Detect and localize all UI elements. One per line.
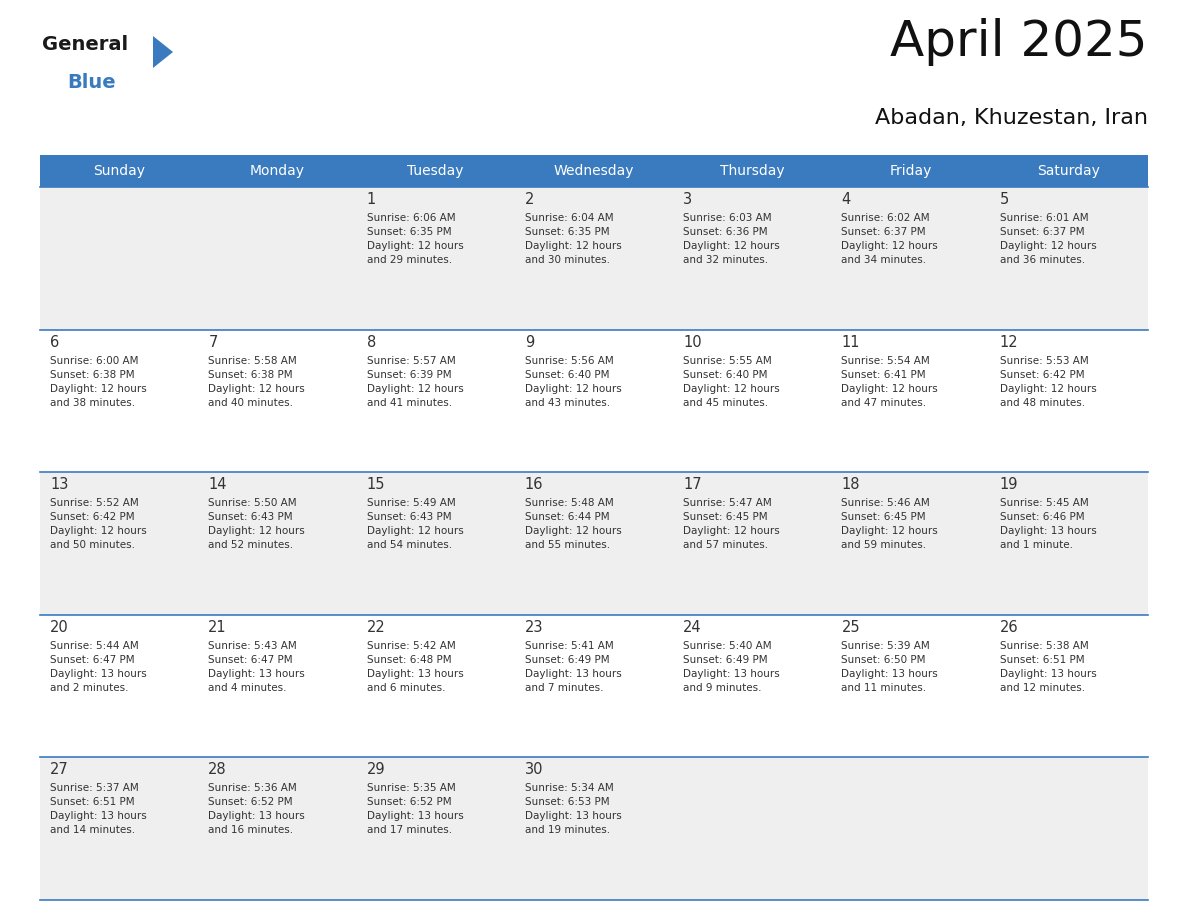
Text: 25: 25: [841, 620, 860, 635]
Text: 10: 10: [683, 334, 702, 350]
Text: Sunday: Sunday: [93, 164, 145, 178]
Text: Sunrise: 5:55 AM
Sunset: 6:40 PM
Daylight: 12 hours
and 45 minutes.: Sunrise: 5:55 AM Sunset: 6:40 PM Dayligh…: [683, 355, 779, 408]
Text: Sunrise: 5:50 AM
Sunset: 6:43 PM
Daylight: 12 hours
and 52 minutes.: Sunrise: 5:50 AM Sunset: 6:43 PM Dayligh…: [208, 498, 305, 550]
Text: 12: 12: [1000, 334, 1018, 350]
Text: Monday: Monday: [249, 164, 305, 178]
Bar: [40, 757, 1148, 900]
Text: Abadan, Khuzestan, Iran: Abadan, Khuzestan, Iran: [876, 108, 1148, 128]
Text: Sunrise: 5:58 AM
Sunset: 6:38 PM
Daylight: 12 hours
and 40 minutes.: Sunrise: 5:58 AM Sunset: 6:38 PM Dayligh…: [208, 355, 305, 408]
Text: 9: 9: [525, 334, 535, 350]
Text: 15: 15: [367, 477, 385, 492]
Text: 3: 3: [683, 192, 693, 207]
Text: Sunrise: 5:46 AM
Sunset: 6:45 PM
Daylight: 12 hours
and 59 minutes.: Sunrise: 5:46 AM Sunset: 6:45 PM Dayligh…: [841, 498, 939, 550]
Bar: [40, 187, 1148, 330]
Text: Sunrise: 5:42 AM
Sunset: 6:48 PM
Daylight: 13 hours
and 6 minutes.: Sunrise: 5:42 AM Sunset: 6:48 PM Dayligh…: [367, 641, 463, 693]
Text: 4: 4: [841, 192, 851, 207]
Text: 19: 19: [1000, 477, 1018, 492]
Bar: [40, 155, 1148, 187]
Text: 26: 26: [1000, 620, 1018, 635]
Text: 21: 21: [208, 620, 227, 635]
Bar: [40, 615, 1148, 757]
Text: Sunrise: 5:54 AM
Sunset: 6:41 PM
Daylight: 12 hours
and 47 minutes.: Sunrise: 5:54 AM Sunset: 6:41 PM Dayligh…: [841, 355, 939, 408]
Text: 16: 16: [525, 477, 543, 492]
Text: 13: 13: [50, 477, 69, 492]
Text: Sunrise: 5:36 AM
Sunset: 6:52 PM
Daylight: 13 hours
and 16 minutes.: Sunrise: 5:36 AM Sunset: 6:52 PM Dayligh…: [208, 783, 305, 835]
Text: 5: 5: [1000, 192, 1009, 207]
Text: April 2025: April 2025: [891, 18, 1148, 66]
Text: Sunrise: 6:00 AM
Sunset: 6:38 PM
Daylight: 12 hours
and 38 minutes.: Sunrise: 6:00 AM Sunset: 6:38 PM Dayligh…: [50, 355, 147, 408]
Text: Sunrise: 5:49 AM
Sunset: 6:43 PM
Daylight: 12 hours
and 54 minutes.: Sunrise: 5:49 AM Sunset: 6:43 PM Dayligh…: [367, 498, 463, 550]
Text: Saturday: Saturday: [1037, 164, 1100, 178]
Text: Sunrise: 5:35 AM
Sunset: 6:52 PM
Daylight: 13 hours
and 17 minutes.: Sunrise: 5:35 AM Sunset: 6:52 PM Dayligh…: [367, 783, 463, 835]
Text: Friday: Friday: [890, 164, 931, 178]
Text: Sunrise: 6:04 AM
Sunset: 6:35 PM
Daylight: 12 hours
and 30 minutes.: Sunrise: 6:04 AM Sunset: 6:35 PM Dayligh…: [525, 213, 621, 265]
Text: 7: 7: [208, 334, 217, 350]
Text: 20: 20: [50, 620, 69, 635]
Polygon shape: [153, 36, 173, 68]
Text: Sunrise: 5:56 AM
Sunset: 6:40 PM
Daylight: 12 hours
and 43 minutes.: Sunrise: 5:56 AM Sunset: 6:40 PM Dayligh…: [525, 355, 621, 408]
Text: 1: 1: [367, 192, 375, 207]
Text: Sunrise: 5:37 AM
Sunset: 6:51 PM
Daylight: 13 hours
and 14 minutes.: Sunrise: 5:37 AM Sunset: 6:51 PM Dayligh…: [50, 783, 147, 835]
Text: Sunrise: 6:06 AM
Sunset: 6:35 PM
Daylight: 12 hours
and 29 minutes.: Sunrise: 6:06 AM Sunset: 6:35 PM Dayligh…: [367, 213, 463, 265]
Text: 24: 24: [683, 620, 702, 635]
Text: Sunrise: 6:02 AM
Sunset: 6:37 PM
Daylight: 12 hours
and 34 minutes.: Sunrise: 6:02 AM Sunset: 6:37 PM Dayligh…: [841, 213, 939, 265]
Text: Sunrise: 5:40 AM
Sunset: 6:49 PM
Daylight: 13 hours
and 9 minutes.: Sunrise: 5:40 AM Sunset: 6:49 PM Dayligh…: [683, 641, 779, 693]
Text: 2: 2: [525, 192, 535, 207]
Text: Thursday: Thursday: [720, 164, 784, 178]
Text: Sunrise: 6:03 AM
Sunset: 6:36 PM
Daylight: 12 hours
and 32 minutes.: Sunrise: 6:03 AM Sunset: 6:36 PM Dayligh…: [683, 213, 779, 265]
Text: Sunrise: 5:53 AM
Sunset: 6:42 PM
Daylight: 12 hours
and 48 minutes.: Sunrise: 5:53 AM Sunset: 6:42 PM Dayligh…: [1000, 355, 1097, 408]
Text: 22: 22: [367, 620, 385, 635]
Text: Sunrise: 5:47 AM
Sunset: 6:45 PM
Daylight: 12 hours
and 57 minutes.: Sunrise: 5:47 AM Sunset: 6:45 PM Dayligh…: [683, 498, 779, 550]
Text: Sunrise: 5:52 AM
Sunset: 6:42 PM
Daylight: 12 hours
and 50 minutes.: Sunrise: 5:52 AM Sunset: 6:42 PM Dayligh…: [50, 498, 147, 550]
Text: 11: 11: [841, 334, 860, 350]
Text: Sunrise: 5:34 AM
Sunset: 6:53 PM
Daylight: 13 hours
and 19 minutes.: Sunrise: 5:34 AM Sunset: 6:53 PM Dayligh…: [525, 783, 621, 835]
Text: 17: 17: [683, 477, 702, 492]
Text: Sunrise: 5:41 AM
Sunset: 6:49 PM
Daylight: 13 hours
and 7 minutes.: Sunrise: 5:41 AM Sunset: 6:49 PM Dayligh…: [525, 641, 621, 693]
Text: Sunrise: 5:38 AM
Sunset: 6:51 PM
Daylight: 13 hours
and 12 minutes.: Sunrise: 5:38 AM Sunset: 6:51 PM Dayligh…: [1000, 641, 1097, 693]
Bar: [40, 472, 1148, 615]
Text: Tuesday: Tuesday: [407, 164, 465, 178]
Text: Sunrise: 5:43 AM
Sunset: 6:47 PM
Daylight: 13 hours
and 4 minutes.: Sunrise: 5:43 AM Sunset: 6:47 PM Dayligh…: [208, 641, 305, 693]
Text: 14: 14: [208, 477, 227, 492]
Text: General: General: [42, 35, 128, 54]
Bar: [40, 330, 1148, 472]
Text: Sunrise: 6:01 AM
Sunset: 6:37 PM
Daylight: 12 hours
and 36 minutes.: Sunrise: 6:01 AM Sunset: 6:37 PM Dayligh…: [1000, 213, 1097, 265]
Text: Wednesday: Wednesday: [554, 164, 634, 178]
Text: 8: 8: [367, 334, 375, 350]
Text: 6: 6: [50, 334, 59, 350]
Text: Sunrise: 5:48 AM
Sunset: 6:44 PM
Daylight: 12 hours
and 55 minutes.: Sunrise: 5:48 AM Sunset: 6:44 PM Dayligh…: [525, 498, 621, 550]
Text: Sunrise: 5:45 AM
Sunset: 6:46 PM
Daylight: 13 hours
and 1 minute.: Sunrise: 5:45 AM Sunset: 6:46 PM Dayligh…: [1000, 498, 1097, 550]
Text: 18: 18: [841, 477, 860, 492]
Text: 28: 28: [208, 763, 227, 778]
Text: Sunrise: 5:44 AM
Sunset: 6:47 PM
Daylight: 13 hours
and 2 minutes.: Sunrise: 5:44 AM Sunset: 6:47 PM Dayligh…: [50, 641, 147, 693]
Text: 23: 23: [525, 620, 543, 635]
Text: Blue: Blue: [67, 73, 115, 92]
Text: 27: 27: [50, 763, 69, 778]
Text: 29: 29: [367, 763, 385, 778]
Text: Sunrise: 5:57 AM
Sunset: 6:39 PM
Daylight: 12 hours
and 41 minutes.: Sunrise: 5:57 AM Sunset: 6:39 PM Dayligh…: [367, 355, 463, 408]
Text: 30: 30: [525, 763, 543, 778]
Text: Sunrise: 5:39 AM
Sunset: 6:50 PM
Daylight: 13 hours
and 11 minutes.: Sunrise: 5:39 AM Sunset: 6:50 PM Dayligh…: [841, 641, 939, 693]
